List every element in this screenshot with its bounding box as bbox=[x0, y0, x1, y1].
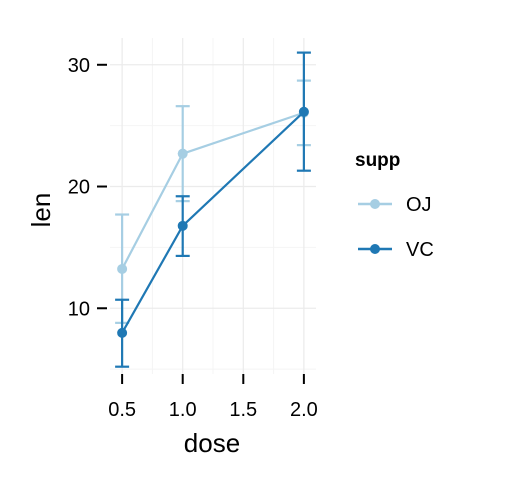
legend: supp OJ VC bbox=[355, 150, 434, 261]
x-tick-label: 2.0 bbox=[290, 399, 318, 421]
data-point bbox=[177, 220, 188, 231]
y-tick-label: 20 bbox=[68, 177, 90, 199]
legend-label: OJ bbox=[406, 194, 432, 216]
y-tick-label: 30 bbox=[68, 55, 90, 77]
data-point bbox=[117, 327, 128, 338]
legend-entry-vc: VC bbox=[358, 239, 434, 261]
data-point bbox=[177, 148, 188, 159]
legend-entry-oj: OJ bbox=[358, 194, 432, 216]
x-tick-label: 0.5 bbox=[108, 399, 136, 421]
y-axis-label: len bbox=[26, 193, 56, 228]
data-point bbox=[298, 106, 309, 117]
x-axis-label: dose bbox=[184, 428, 240, 458]
series-vc bbox=[115, 51, 311, 368]
x-tick-label: 1.0 bbox=[169, 399, 197, 421]
x-tick-label: 1.5 bbox=[229, 399, 257, 421]
grid-layer bbox=[110, 38, 316, 374]
legend-label: VC bbox=[406, 239, 434, 261]
legend-title: supp bbox=[355, 150, 400, 171]
legend-marker bbox=[370, 244, 380, 254]
legend-marker bbox=[370, 199, 380, 209]
series-oj bbox=[115, 79, 311, 324]
series-layer bbox=[115, 51, 311, 368]
data-point bbox=[117, 263, 128, 274]
y-tick-label: 10 bbox=[68, 298, 90, 320]
axis-layer: 0.5 1.0 1.5 2.0 10 20 30 bbox=[68, 55, 318, 421]
